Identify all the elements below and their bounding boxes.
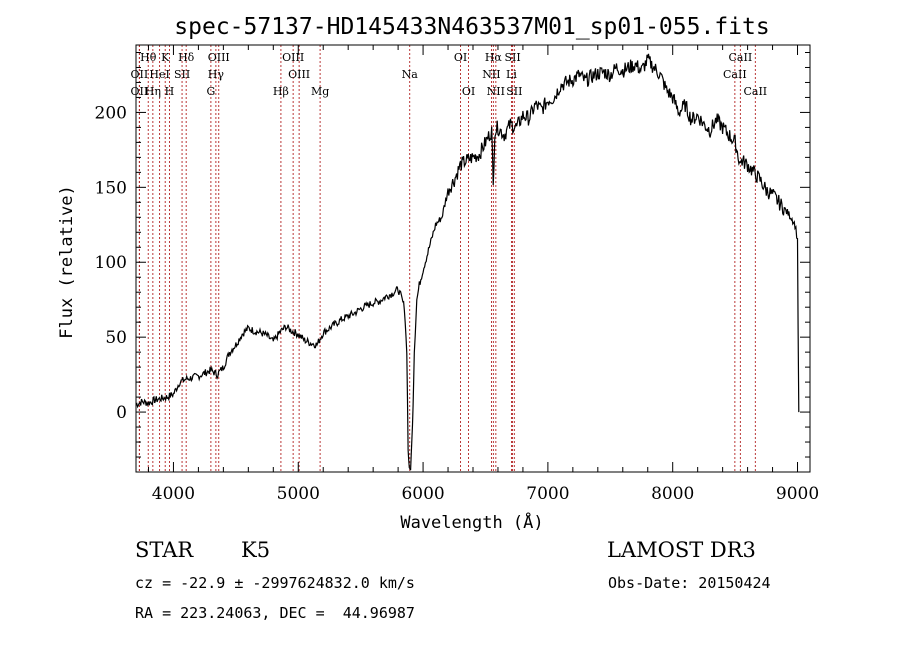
line-label: CaII <box>743 85 767 98</box>
line-label: Hβ <box>273 85 289 98</box>
y-tick-label: 200 <box>95 103 127 123</box>
line-label: Hδ <box>178 51 195 64</box>
line-label: SII <box>174 68 190 81</box>
line-label: Na <box>402 68 419 81</box>
line-label: OI <box>462 85 475 98</box>
spectrum-line <box>135 53 800 471</box>
x-axis-ticks: 4000 5000 6000 7000 8000 9000 <box>147 45 819 504</box>
line-label: NII <box>487 85 505 98</box>
x-tick-label: 9000 <box>776 484 819 504</box>
line-label: OIII <box>288 68 310 81</box>
line-label: CaII <box>723 68 747 81</box>
line-label: OII <box>131 68 149 81</box>
spectral-line-markers <box>138 45 756 472</box>
line-label: Hθ <box>140 51 157 64</box>
line-label: H <box>165 85 175 98</box>
plot-frame <box>135 44 811 473</box>
y-axis-ticks: 0 50 100 150 200 <box>95 51 810 458</box>
line-label: OIII <box>282 51 304 64</box>
line-label: G <box>206 85 215 98</box>
chart-title: spec-57137-HD145433N463537M01_sp01-055.f… <box>174 14 769 40</box>
x-tick-label: 5000 <box>277 484 320 504</box>
obs-date: Obs-Date: 20150424 <box>608 574 771 592</box>
line-label: CaII <box>729 51 753 64</box>
redshift-info: cz = -22.9 ± -2997624832.0 km/s <box>135 574 415 592</box>
line-label: K <box>161 51 170 64</box>
y-tick-label: 100 <box>95 253 127 273</box>
y-axis-label: Flux (relative) <box>57 185 77 339</box>
line-label: OIII <box>208 51 230 64</box>
y-tick-label: 50 <box>105 328 127 348</box>
x-tick-label: 6000 <box>401 484 444 504</box>
line-label: HeI <box>149 68 169 81</box>
object-subclass: K5 <box>241 538 271 562</box>
object-class: STAR <box>135 538 194 562</box>
survey-name: LAMOST DR3 <box>607 538 756 562</box>
x-tick-label: 7000 <box>526 484 569 504</box>
line-label: Hα <box>485 51 503 64</box>
coordinates: RA = 223.24063, DEC = 44.96987 <box>135 604 415 622</box>
x-tick-label: 8000 <box>651 484 694 504</box>
line-label: OI <box>454 51 467 64</box>
line-label: SII <box>506 85 522 98</box>
line-label: OII <box>131 85 149 98</box>
line-label: Li <box>506 68 517 81</box>
line-label: NII <box>482 68 500 81</box>
y-tick-label: 0 <box>116 403 127 423</box>
line-label: Hη <box>145 85 161 98</box>
x-tick-label: 4000 <box>152 484 195 504</box>
y-tick-label: 150 <box>95 178 127 198</box>
line-label: Mg <box>311 85 329 98</box>
line-label: SII <box>504 51 520 64</box>
x-axis-label: Wavelength (Å) <box>400 511 543 533</box>
line-label: Hγ <box>208 68 225 81</box>
